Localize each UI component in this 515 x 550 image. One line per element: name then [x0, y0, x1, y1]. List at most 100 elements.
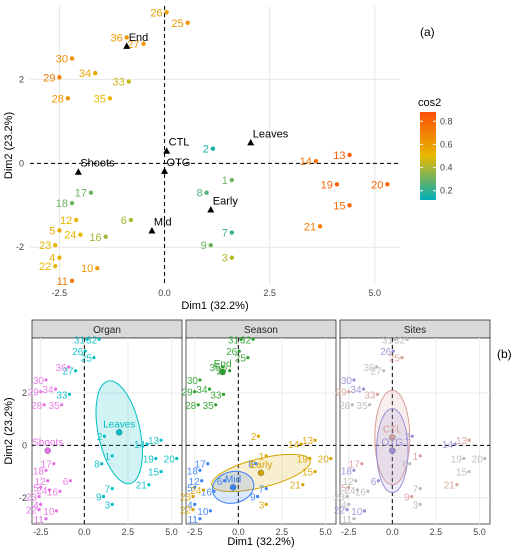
point-label: 32	[86, 335, 98, 346]
point-label: 6	[217, 477, 223, 488]
point-label: 28	[339, 401, 351, 412]
point-33	[67, 392, 72, 396]
point-8	[204, 190, 209, 195]
point-label: 18	[187, 466, 199, 477]
point-label: 18	[341, 466, 353, 477]
point-label: 22	[26, 506, 38, 517]
point-label: 4	[49, 253, 55, 265]
point-label: 36	[210, 363, 222, 374]
point-36	[124, 35, 129, 40]
point-label: 20	[472, 455, 484, 466]
group-label-otg: OTG	[381, 438, 403, 449]
facet-sites: Sites-2.5 0.0 2.5 5.01234567891011121314151…	[334, 319, 491, 537]
point-label: 26	[72, 347, 84, 358]
point-label: 23	[180, 492, 192, 503]
point-28	[196, 403, 200, 407]
point-label: 2	[251, 432, 257, 443]
point-label: 2	[97, 432, 103, 443]
legend-colorbar	[420, 112, 436, 200]
point-8	[408, 462, 412, 466]
point-21	[147, 483, 151, 487]
group-label-mid: Mid	[225, 474, 241, 485]
point-22	[345, 507, 349, 512]
point-label: 20	[371, 179, 383, 191]
point-label: 8	[196, 188, 202, 200]
x-tick-label: 5.0	[473, 527, 486, 537]
point-2	[256, 434, 260, 438]
point-label: 1	[259, 452, 265, 463]
point-label: 36	[364, 363, 376, 374]
point-label: 33	[210, 390, 222, 401]
x-tick-label: 2.5	[276, 527, 289, 537]
facet-panel	[339, 337, 491, 525]
point-15	[159, 470, 163, 474]
supplementary-marker	[163, 147, 171, 154]
point-27	[228, 369, 232, 373]
facet-title: Sites	[404, 325, 426, 336]
point-label: 11	[57, 276, 68, 288]
group-label-ctl: CTL	[383, 425, 402, 436]
group-centroid	[219, 368, 226, 376]
x-tick-label: -2.5	[52, 288, 68, 298]
group-centroid	[257, 469, 265, 477]
point-label: 7	[259, 485, 265, 496]
point-label: 11	[188, 515, 199, 526]
point-label: 1	[413, 452, 419, 463]
point-35	[368, 403, 372, 407]
point-label: 26	[150, 7, 162, 19]
y-tick-label: 0	[22, 440, 27, 450]
point-label: 27	[62, 367, 74, 378]
point-label: 20	[164, 455, 176, 466]
supplementary-marker	[74, 168, 82, 175]
point-7	[418, 487, 422, 491]
point-24	[47, 488, 52, 492]
point-8	[254, 462, 258, 466]
point-29	[57, 75, 62, 80]
point-label: 19	[143, 455, 155, 466]
point-label: 29	[182, 388, 194, 399]
point-29	[347, 390, 351, 394]
point-label: 5	[187, 483, 193, 494]
point-18	[352, 468, 356, 472]
x-tick-label: 2.5	[263, 288, 276, 298]
point-27	[141, 41, 146, 46]
point-label: 35	[49, 401, 61, 412]
point-label: 17	[41, 460, 53, 471]
point-label: 29	[43, 72, 55, 84]
point-21	[301, 483, 305, 487]
point-label: 10	[81, 263, 93, 275]
panel-a-scatter: -2.5 0.0 2.5 5.0 -2 0 2 Dim1 (32.2%) Dim2 (23.2%…	[3, 0, 400, 312]
point-35	[107, 96, 113, 101]
point-34	[53, 387, 58, 391]
point-label: 22	[180, 506, 192, 517]
point-34	[361, 387, 366, 391]
point-label: 25	[389, 354, 401, 365]
point-19	[334, 182, 340, 187]
point-2	[410, 434, 414, 438]
point-label: 12	[189, 477, 201, 488]
point-label: 21	[304, 221, 316, 233]
point-30	[198, 378, 202, 382]
point-24	[355, 488, 360, 492]
point-32	[405, 337, 409, 341]
point-25	[92, 356, 96, 360]
group-centroid	[389, 434, 396, 441]
point-label: 7	[222, 228, 228, 240]
point-label: 8	[402, 460, 408, 471]
point-label: 34	[350, 385, 362, 396]
point-label: 17	[75, 188, 87, 200]
point-14	[453, 442, 457, 446]
facet-panel	[185, 337, 337, 525]
point-26	[391, 349, 395, 353]
y-tick-label: -2	[16, 242, 24, 252]
point-6	[376, 479, 380, 483]
point-9	[101, 494, 106, 499]
point-5	[39, 485, 43, 489]
point-9	[409, 494, 414, 499]
point-label: 24	[344, 486, 356, 497]
point-label: 29	[336, 388, 348, 399]
x-axis-label: Dim1 (32.2%)	[181, 300, 248, 312]
point-label: 20	[318, 455, 330, 466]
point-label: 6	[63, 477, 69, 488]
